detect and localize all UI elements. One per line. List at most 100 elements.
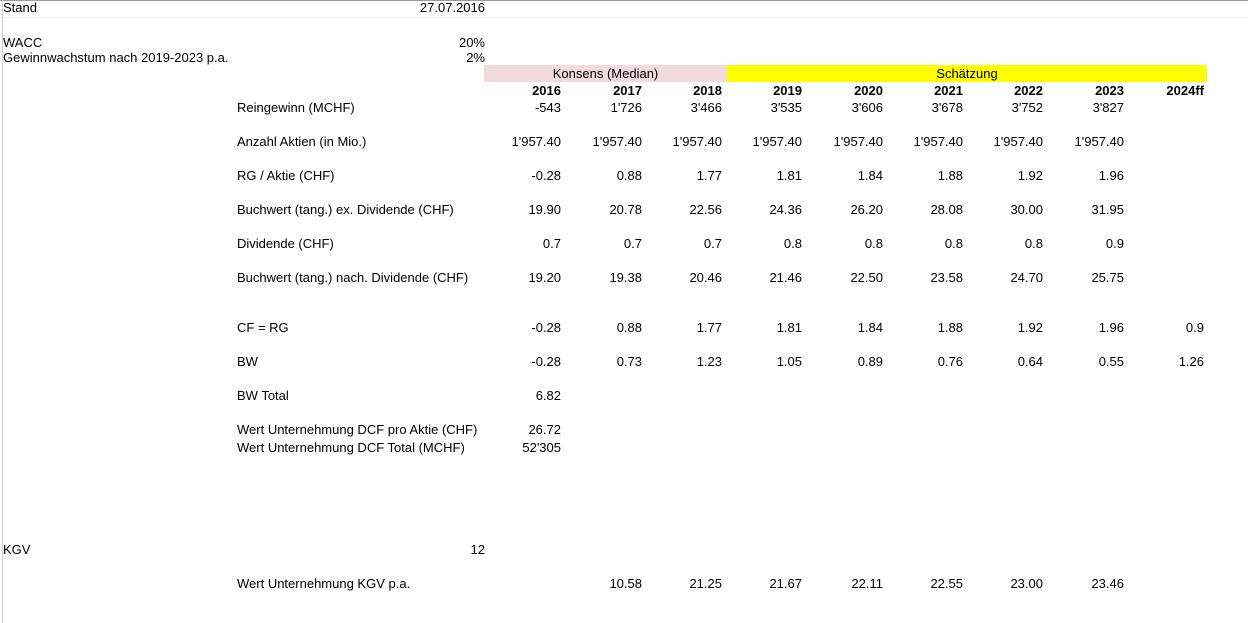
cell-cf_rg-2021[interactable]: 1.88 [937, 320, 963, 335]
row-label-cf_rg[interactable]: CF = RG [237, 320, 289, 335]
year-header-2017[interactable]: 2017 [613, 83, 642, 98]
schaetzung-band[interactable]: Schätzung [727, 65, 1207, 82]
cell-buchwert_nach-2021[interactable]: 23.58 [930, 270, 963, 285]
cell-dividende-2019[interactable]: 0.8 [783, 236, 802, 251]
row-label-bw_total[interactable]: BW Total [237, 388, 289, 403]
cell-rg_aktie-2023[interactable]: 1.96 [1098, 168, 1124, 183]
cell-anzahl-2020[interactable]: 1'957.40 [833, 134, 883, 149]
cell-reingewinn-2019[interactable]: 3'535 [770, 100, 802, 115]
cell-anzahl-2019[interactable]: 1'957.40 [752, 134, 802, 149]
cell-dividende-2020[interactable]: 0.8 [864, 236, 883, 251]
wacc-value[interactable]: 20% [458, 35, 485, 50]
cell-reingewinn-2023[interactable]: 3'827 [1092, 100, 1124, 115]
row-label-dcf_pro[interactable]: Wert Unternehmung DCF pro Aktie (CHF) [237, 422, 478, 437]
cell-dividende-2016[interactable]: 0.7 [542, 236, 561, 251]
year-header-2018[interactable]: 2018 [693, 83, 722, 98]
cell-anzahl-2023[interactable]: 1'957.40 [1074, 134, 1124, 149]
cell-buchwert_nach-2017[interactable]: 19.38 [609, 270, 642, 285]
kgv-label[interactable]: KGV [3, 542, 31, 557]
cell-cf_rg-2017[interactable]: 0.88 [616, 320, 642, 335]
stand-value[interactable]: 27.07.2016 [419, 0, 485, 15]
cell-bw-2021[interactable]: 0.76 [937, 354, 963, 369]
cell-buchwert_nach-2019[interactable]: 21.46 [769, 270, 802, 285]
year-header-2023[interactable]: 2023 [1095, 83, 1124, 98]
cell-buchwert_nach-2018[interactable]: 20.46 [689, 270, 722, 285]
cell-rg_aktie-2021[interactable]: 1.88 [937, 168, 963, 183]
cell-dividende-2017[interactable]: 0.7 [623, 236, 642, 251]
cell-buchwert_ex-2022[interactable]: 30.00 [1010, 202, 1043, 217]
cell-reingewinn-2016[interactable]: -543 [534, 100, 561, 115]
row-label-rg_aktie[interactable]: RG / Aktie (CHF) [237, 168, 335, 183]
cell-anzahl-2022[interactable]: 1'957.40 [993, 134, 1043, 149]
cell-buchwert_ex-2018[interactable]: 22.56 [689, 202, 722, 217]
cell-dcf_total-2016[interactable]: 52'305 [522, 440, 561, 455]
cell-cf_rg-2018[interactable]: 1.77 [696, 320, 722, 335]
year-header-2024ff[interactable]: 2024ff [1166, 83, 1204, 98]
cell-buchwert_ex-2023[interactable]: 31.95 [1091, 202, 1124, 217]
wacc-label[interactable]: WACC [3, 35, 43, 50]
cell-bw-2022[interactable]: 0.64 [1017, 354, 1043, 369]
cell-buchwert_ex-2017[interactable]: 20.78 [609, 202, 642, 217]
cell-rg_aktie-2017[interactable]: 0.88 [616, 168, 642, 183]
cell-kgv_row-2020[interactable]: 22.11 [851, 576, 883, 591]
year-header-2019[interactable]: 2019 [773, 83, 802, 98]
cell-kgv_row-2023[interactable]: 23.46 [1091, 576, 1124, 591]
cell-rg_aktie-2018[interactable]: 1.77 [696, 168, 722, 183]
cell-kgv_row-2021[interactable]: 22.55 [930, 576, 963, 591]
stand-label[interactable]: Stand [3, 0, 37, 15]
cell-kgv_row-2022[interactable]: 23.00 [1010, 576, 1043, 591]
row-label-dividende[interactable]: Dividende (CHF) [237, 236, 334, 251]
cell-reingewinn-2022[interactable]: 3'752 [1011, 100, 1043, 115]
cell-rg_aktie-2019[interactable]: 1.81 [776, 168, 802, 183]
cell-rg_aktie-2020[interactable]: 1.84 [857, 168, 883, 183]
row-label-reingewinn[interactable]: Reingewinn (MCHF) [237, 100, 355, 115]
cell-buchwert_nach-2023[interactable]: 25.75 [1091, 270, 1124, 285]
cell-cf_rg-2019[interactable]: 1.81 [776, 320, 802, 335]
cell-bw-2017[interactable]: 0.73 [616, 354, 642, 369]
cell-reingewinn-2020[interactable]: 3'606 [851, 100, 883, 115]
cell-buchwert_nach-2016[interactable]: 19.20 [528, 270, 561, 285]
cell-bw_total-2016[interactable]: 6.82 [535, 388, 561, 403]
cell-dcf_pro-2016[interactable]: 26.72 [528, 422, 561, 437]
cell-dividende-2023[interactable]: 0.9 [1105, 236, 1124, 251]
cell-cf_rg-2022[interactable]: 1.92 [1017, 320, 1043, 335]
row-label-buchwert_nach[interactable]: Buchwert (tang.) nach. Dividende (CHF) [237, 270, 469, 285]
cell-reingewinn-2021[interactable]: 3'678 [931, 100, 963, 115]
cell-bw-2018[interactable]: 1.23 [696, 354, 722, 369]
cell-bw-2024ff[interactable]: 1.26 [1178, 354, 1204, 369]
cell-kgv_row-2019[interactable]: 21.67 [769, 576, 802, 591]
cell-dividende-2022[interactable]: 0.8 [1024, 236, 1043, 251]
cell-anzahl-2017[interactable]: 1'957.40 [592, 134, 642, 149]
cell-rg_aktie-2016[interactable]: -0.28 [531, 168, 561, 183]
cell-buchwert_ex-2021[interactable]: 28.08 [930, 202, 963, 217]
cell-buchwert_nach-2022[interactable]: 24.70 [1010, 270, 1043, 285]
konsens-band[interactable]: Konsens (Median) [484, 65, 727, 82]
year-header-2016[interactable]: 2016 [532, 83, 561, 98]
year-header-2021[interactable]: 2021 [934, 83, 963, 98]
cell-buchwert_ex-2019[interactable]: 24.36 [769, 202, 802, 217]
growth-label[interactable]: Gewinnwachstum nach 2019-2023 p.a. [3, 50, 229, 65]
cell-cf_rg-2016[interactable]: -0.28 [531, 320, 561, 335]
cell-cf_rg-2024ff[interactable]: 0.9 [1185, 320, 1204, 335]
cell-anzahl-2021[interactable]: 1'957.40 [913, 134, 963, 149]
cell-buchwert_ex-2020[interactable]: 26.20 [850, 202, 883, 217]
row-label-dcf_total[interactable]: Wert Unternehmung DCF Total (MCHF) [237, 440, 465, 455]
cell-bw-2020[interactable]: 0.89 [857, 354, 883, 369]
year-header-2020[interactable]: 2020 [854, 83, 883, 98]
cell-dividende-2021[interactable]: 0.8 [944, 236, 963, 251]
cell-cf_rg-2020[interactable]: 1.84 [857, 320, 883, 335]
cell-rg_aktie-2022[interactable]: 1.92 [1017, 168, 1043, 183]
row-label-buchwert_ex[interactable]: Buchwert (tang.) ex. Dividende (CHF) [237, 202, 454, 217]
kgv-value[interactable]: 12 [470, 542, 485, 557]
cell-kgv_row-2018[interactable]: 21.25 [689, 576, 722, 591]
cell-kgv_row-2017[interactable]: 10.58 [609, 576, 642, 591]
year-header-2022[interactable]: 2022 [1014, 83, 1043, 98]
cell-reingewinn-2018[interactable]: 3'466 [690, 100, 722, 115]
cell-buchwert_ex-2016[interactable]: 19.90 [528, 202, 561, 217]
cell-anzahl-2016[interactable]: 1'957.40 [511, 134, 561, 149]
cell-cf_rg-2023[interactable]: 1.96 [1098, 320, 1124, 335]
growth-value[interactable]: 2% [466, 50, 485, 65]
row-label-kgv_row[interactable]: Wert Unternehmung KGV p.a. [237, 576, 411, 591]
cell-reingewinn-2017[interactable]: 1'726 [610, 100, 642, 115]
cell-bw-2016[interactable]: -0.28 [531, 354, 561, 369]
